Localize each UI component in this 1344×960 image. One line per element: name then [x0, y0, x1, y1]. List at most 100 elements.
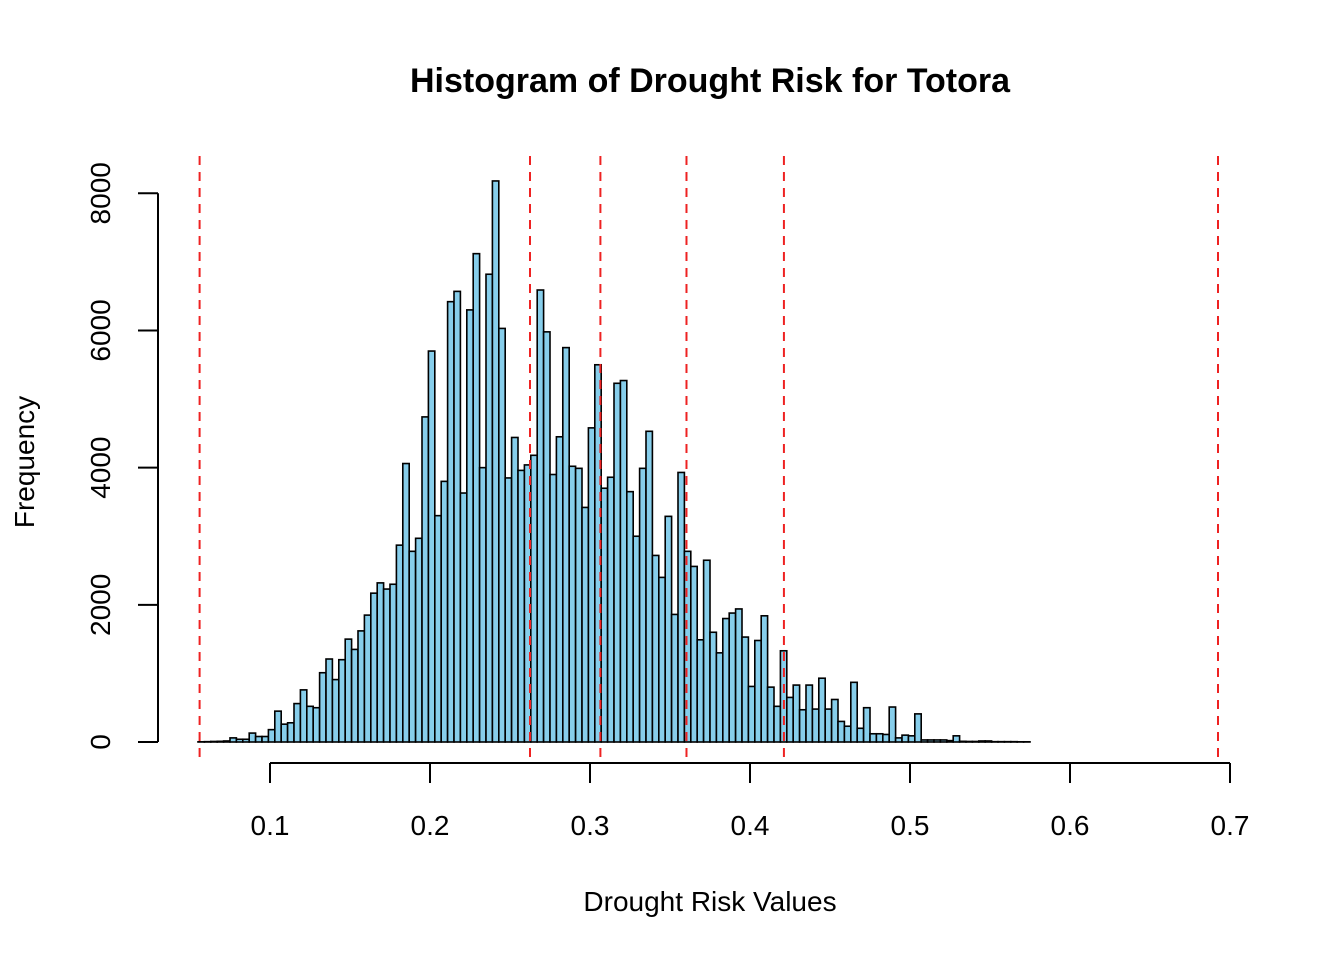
histogram-bar	[408, 550, 417, 743]
histogram-bar	[549, 473, 558, 743]
histogram-bar	[497, 327, 506, 743]
histogram-bar	[741, 636, 750, 743]
histogram-bar	[913, 713, 922, 743]
x-tick-label: 0.2	[411, 810, 450, 841]
histogram-bar	[907, 735, 916, 743]
histogram-bar	[824, 708, 833, 743]
histogram-bar	[965, 740, 974, 743]
histogram-bar	[920, 739, 929, 743]
histogram-bar	[600, 487, 609, 743]
histogram-bar	[619, 379, 628, 743]
histogram-bar	[517, 469, 526, 743]
histogram-bar	[222, 740, 231, 743]
histogram-bar	[657, 576, 666, 743]
histogram-bar	[753, 639, 762, 743]
y-tick-label: 4000	[85, 437, 116, 499]
histogram-bar	[977, 740, 986, 743]
histogram-bars	[197, 180, 1031, 743]
histogram-bar	[760, 614, 769, 743]
histogram-bar	[465, 309, 474, 743]
histogram-bar	[773, 705, 782, 743]
histogram-bar	[645, 430, 654, 743]
histogram-bar	[901, 734, 910, 743]
histogram-bar	[472, 252, 481, 743]
histogram-bar	[337, 658, 346, 743]
histogram-bar	[305, 705, 314, 743]
histogram-bar	[267, 728, 276, 743]
histogram-bar	[542, 331, 551, 743]
histogram-bar	[369, 592, 378, 743]
histogram-bar	[401, 462, 410, 743]
histogram-bar	[728, 612, 737, 743]
histogram-bar	[798, 708, 807, 743]
histogram-bar	[395, 544, 404, 743]
y-tick-label: 8000	[85, 162, 116, 224]
histogram-bar	[709, 631, 718, 743]
histogram-bar	[817, 677, 826, 743]
y-axis-label: Frequency	[9, 396, 40, 528]
histogram-bar	[606, 476, 615, 743]
histogram-bar	[849, 681, 858, 743]
histogram-bar	[376, 582, 385, 743]
histogram-bar	[478, 466, 487, 743]
histogram-bar	[811, 708, 820, 743]
x-axis-label: Drought Risk Values	[583, 886, 836, 917]
histogram-bar	[792, 684, 801, 743]
histogram-bar	[856, 727, 865, 743]
histogram-bar	[926, 739, 935, 743]
histogram-bar	[382, 588, 391, 743]
histogram-bar	[881, 733, 890, 743]
histogram-bar	[862, 706, 871, 743]
reference-lines	[198, 156, 1219, 762]
histogram-bar	[504, 477, 513, 743]
histogram-bar	[331, 678, 340, 743]
histogram-bar	[427, 350, 436, 743]
histogram-bar	[357, 630, 366, 743]
histogram-bar	[613, 382, 622, 743]
x-tick-label: 0.4	[731, 810, 770, 841]
histogram-bar	[651, 554, 660, 743]
histogram-bar	[216, 740, 225, 743]
histogram-bar	[875, 732, 884, 743]
x-tick-label: 0.7	[1211, 810, 1250, 841]
histogram-bar	[286, 721, 295, 743]
histogram-bar	[670, 613, 679, 743]
histogram-bar	[414, 537, 423, 743]
histogram-bar	[933, 739, 942, 743]
histogram-bar	[555, 435, 564, 743]
x-tick-label: 0.3	[571, 810, 610, 841]
histogram-bar	[536, 289, 545, 743]
histogram-bar	[581, 506, 590, 743]
histogram-bar	[574, 467, 583, 743]
x-tick-label: 0.1	[251, 810, 290, 841]
histogram-bar	[869, 732, 878, 743]
histogram-bar	[958, 740, 967, 743]
histogram-bar	[830, 698, 839, 743]
x-axis: 0.1 0.2 0.3 0.4 0.5 0.6 0.7	[251, 762, 1250, 841]
histogram-bar	[235, 738, 244, 743]
histogram-bar	[837, 720, 846, 743]
histogram-bar	[843, 725, 852, 743]
histogram-bar	[561, 346, 570, 743]
histogram-bar	[229, 737, 238, 743]
histogram-bar	[689, 565, 698, 743]
histogram-bar	[363, 614, 372, 743]
histogram-bar	[696, 638, 705, 743]
histogram-bar	[638, 467, 647, 743]
histogram-bar	[389, 583, 398, 743]
histogram-bar	[293, 702, 302, 743]
histogram-bar	[945, 739, 954, 743]
histogram-bar	[344, 638, 353, 743]
histogram-bar	[280, 723, 289, 743]
histogram-bar	[747, 685, 756, 743]
y-tick-label: 6000	[85, 299, 116, 361]
histogram-bar	[210, 740, 219, 743]
histogram-bar	[625, 490, 634, 743]
histogram-bar	[254, 735, 263, 743]
histogram-bar	[664, 515, 673, 743]
histogram-bar	[952, 735, 961, 743]
histogram-bar	[510, 436, 519, 743]
histogram-bar	[779, 649, 788, 743]
histogram-bar	[805, 684, 814, 743]
histogram-bar	[440, 480, 449, 743]
